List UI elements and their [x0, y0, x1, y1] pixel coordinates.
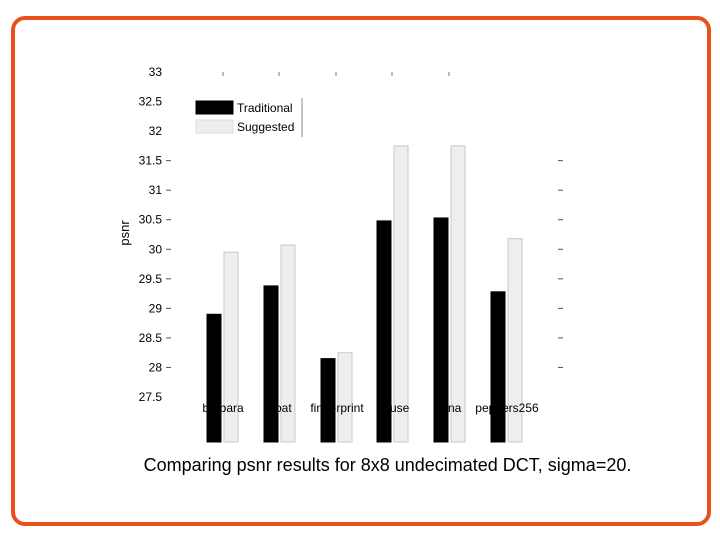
x-tick-label: house [377, 401, 410, 415]
x-tick-label: lena [439, 401, 462, 415]
y-tick-label: 31.5 [139, 154, 163, 168]
legend-swatch [195, 119, 234, 134]
slide-frame [11, 16, 711, 526]
bar-traditional [490, 291, 506, 443]
bar-traditional [376, 220, 392, 443]
y-tick-label: 28.5 [139, 331, 163, 345]
bar-traditional [206, 313, 222, 443]
x-tick-label: barbara [202, 401, 244, 415]
x-tick-label: peppers256 [475, 401, 539, 415]
y-tick-label: 27.5 [139, 390, 163, 404]
bar-traditional [263, 285, 279, 443]
bar-suggested [450, 145, 466, 443]
legend-label: Traditional [237, 101, 293, 115]
bar-suggested [393, 145, 409, 443]
y-tick-label: 32.5 [139, 95, 163, 109]
x-tick-labels: barbara boat fingerprint house lena peppers25… [202, 401, 539, 415]
y-tick-label: 28 [149, 360, 163, 374]
legend: Traditional Suggested [195, 98, 303, 137]
y-tick-label: 30.5 [139, 213, 163, 227]
y-tick-label: 31 [149, 183, 163, 197]
bar-suggested [280, 244, 296, 443]
legend-label: Suggested [237, 120, 294, 134]
legend-swatch [195, 100, 234, 115]
caption: Comparing psnr results for 8x8 undecimat… [143, 455, 632, 475]
bar-traditional [320, 358, 336, 443]
y-tick-label: 32 [149, 124, 163, 138]
x-tick-label: boat [268, 401, 292, 415]
y-axis-label: psnr [117, 220, 132, 246]
bar-suggested [507, 238, 523, 443]
y-tick-label: 29 [149, 301, 163, 315]
y-tick-label: 33 [149, 65, 163, 79]
y-tick-label: 29.5 [139, 272, 163, 286]
bar-suggested [223, 251, 239, 443]
bar-series [206, 145, 523, 443]
y-axis: 27.5 28 28.5 29 29.5 30 30.5 31 31.5 32 32.5 33 [139, 65, 563, 404]
bar-traditional [433, 217, 449, 443]
y-tick-label: 30 [149, 242, 163, 256]
x-tick-label: fingerprint [310, 401, 364, 415]
bar-suggested [337, 352, 353, 443]
